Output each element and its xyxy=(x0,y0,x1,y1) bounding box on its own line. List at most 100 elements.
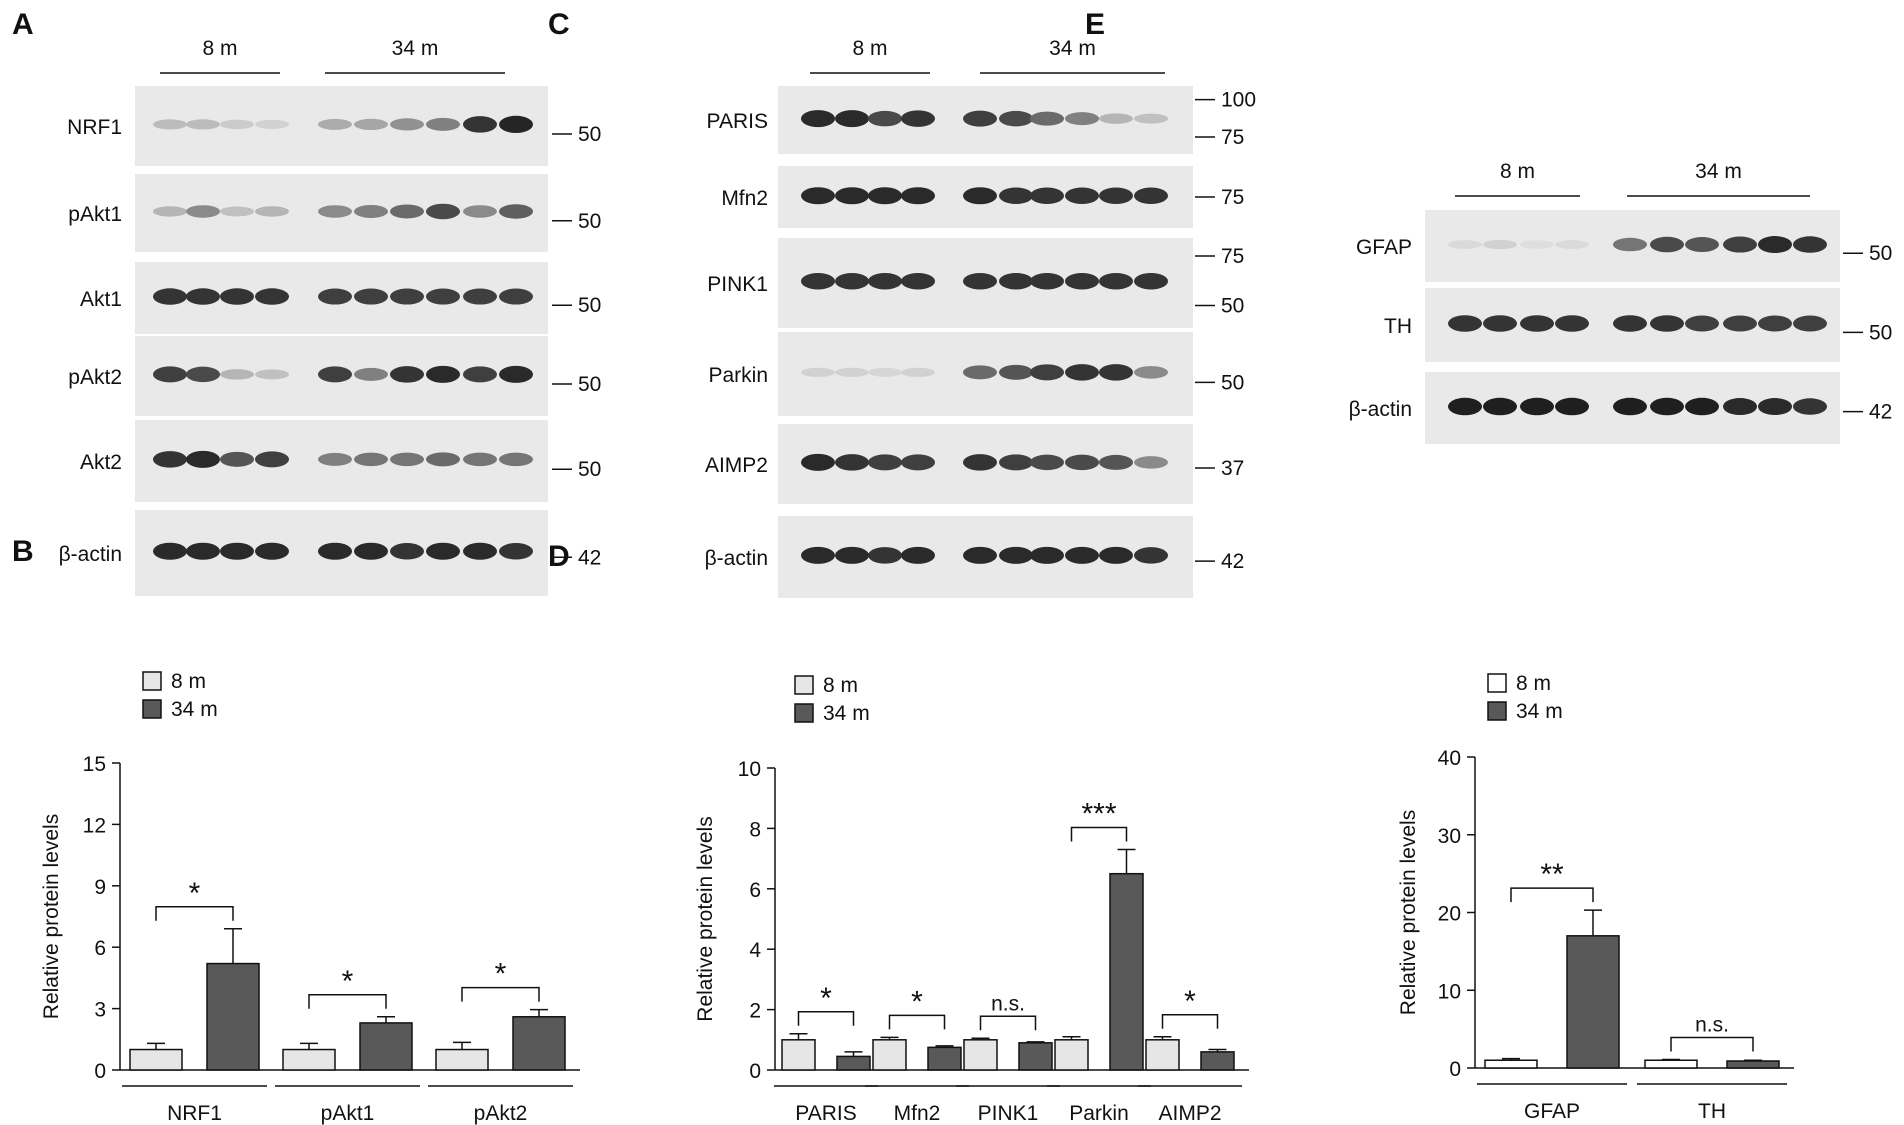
blot-band xyxy=(426,203,460,220)
blot-band xyxy=(901,187,935,205)
blot-band xyxy=(868,547,902,564)
blot-band xyxy=(1613,237,1647,252)
blot-row-label: pAkt2 xyxy=(68,366,122,389)
blot-band xyxy=(1555,240,1589,249)
blot-band xyxy=(426,365,460,383)
panel-label-c: C xyxy=(548,8,570,41)
blot-band xyxy=(835,187,869,205)
bar xyxy=(1200,1051,1235,1071)
blot-band xyxy=(999,364,1033,380)
marker-label: 50 xyxy=(578,294,601,317)
significance-bracket xyxy=(979,1015,1037,1031)
blot-band xyxy=(1520,240,1554,249)
blot-band xyxy=(390,288,424,305)
blot-band xyxy=(354,452,388,467)
y-tick-label: 30 xyxy=(1438,825,1461,848)
blot-band xyxy=(1685,397,1719,416)
panel-label-d: D xyxy=(548,540,570,573)
blot-band xyxy=(801,546,835,564)
x-tick-label: PINK1 xyxy=(978,1102,1039,1125)
legend-swatch xyxy=(1487,701,1507,721)
blot-band xyxy=(463,452,497,467)
blot-band xyxy=(354,204,388,218)
blot-band xyxy=(1483,315,1517,332)
blot-band xyxy=(963,110,997,127)
blot-row-label: pAkt1 xyxy=(68,203,122,226)
legend-label: 8 m xyxy=(823,674,858,697)
legend-label: 34 m xyxy=(823,702,870,725)
legend-swatch xyxy=(794,703,814,723)
y-tick-label: 6 xyxy=(749,879,761,902)
y-tick-label: 10 xyxy=(738,758,761,781)
bar xyxy=(1566,935,1620,1069)
blot-band xyxy=(1134,547,1168,564)
legend-swatch xyxy=(142,671,162,691)
blot-band xyxy=(1650,315,1684,332)
significance-bracket xyxy=(1161,1014,1219,1029)
blot-band xyxy=(255,288,289,305)
bar xyxy=(129,1048,183,1071)
western-blot-a: 8 m 34 m NRF1 50 pAkt1 50 Akt1 50 pAkt2 50 Akt2 50 β… xyxy=(59,37,601,596)
blot-band xyxy=(1793,315,1827,332)
blot-band xyxy=(463,116,497,133)
marker-label: 37 xyxy=(1221,457,1244,480)
significance-label: n.s. xyxy=(991,992,1025,1015)
y-axis-label: Relative protein levels xyxy=(40,814,63,1019)
blot-band xyxy=(153,451,187,468)
marker-label: 50 xyxy=(578,210,601,233)
blot-band xyxy=(1134,456,1168,469)
bar xyxy=(1484,1059,1538,1069)
blot-band xyxy=(1723,398,1757,416)
blot-band xyxy=(255,119,289,129)
blot-band xyxy=(186,450,220,468)
blot-band xyxy=(835,272,869,290)
blot-band xyxy=(1065,187,1099,205)
blot-band xyxy=(1613,315,1647,332)
significance-bracket xyxy=(308,994,387,1009)
y-tick-label: 8 xyxy=(749,818,761,841)
blot-band xyxy=(1483,397,1517,416)
group-label: 34 m xyxy=(1049,37,1096,60)
blot-row-label: AIMP2 xyxy=(705,454,768,477)
x-tick-label: NRF1 xyxy=(167,1102,222,1125)
western-blot-c: 8 m 34 m PARIS 100 75 Mfn2 75 PINK1 75 50 Parkin 50… xyxy=(705,37,1256,598)
blot-row-label: Akt2 xyxy=(80,451,122,474)
marker-label: 42 xyxy=(1221,550,1244,573)
significance-bracket xyxy=(797,1011,855,1026)
blot-band xyxy=(426,117,460,131)
blot-row-label: Akt1 xyxy=(80,288,122,311)
blot-row-label: PINK1 xyxy=(707,273,768,296)
bar xyxy=(781,1039,816,1071)
panel-label-a: A xyxy=(12,8,34,41)
blot-band xyxy=(186,366,220,383)
bar xyxy=(206,962,260,1071)
blot-row-label: NRF1 xyxy=(67,116,122,139)
bar xyxy=(435,1048,489,1071)
western-blot-e: 8 m 34 m GFAP 50 TH 50 β-actin 42 xyxy=(1349,160,1892,444)
bar xyxy=(1018,1042,1053,1071)
marker-label: 75 xyxy=(1221,186,1244,209)
blot-band xyxy=(1065,272,1099,290)
y-tick-label: 10 xyxy=(1438,980,1461,1003)
blot-band xyxy=(1758,236,1792,254)
blot-band xyxy=(835,454,869,471)
blot-band xyxy=(1099,113,1133,124)
significance-label: * xyxy=(342,965,354,998)
blot-band xyxy=(963,272,997,290)
blot-band xyxy=(1134,113,1168,124)
blot-band xyxy=(801,187,835,205)
marker-label: 100 xyxy=(1221,89,1256,112)
blot-band xyxy=(499,204,533,219)
blot-band xyxy=(1065,546,1099,564)
significance-label: * xyxy=(1184,985,1196,1018)
bar xyxy=(927,1046,962,1071)
blot-band xyxy=(901,546,935,564)
y-tick-label: 4 xyxy=(749,939,761,962)
y-tick-label: 0 xyxy=(94,1060,106,1083)
marker-label: 50 xyxy=(1869,321,1892,344)
blot-band xyxy=(318,288,352,305)
blot-band xyxy=(463,205,497,218)
blot-band xyxy=(1099,546,1133,564)
blot-band xyxy=(1099,454,1133,470)
